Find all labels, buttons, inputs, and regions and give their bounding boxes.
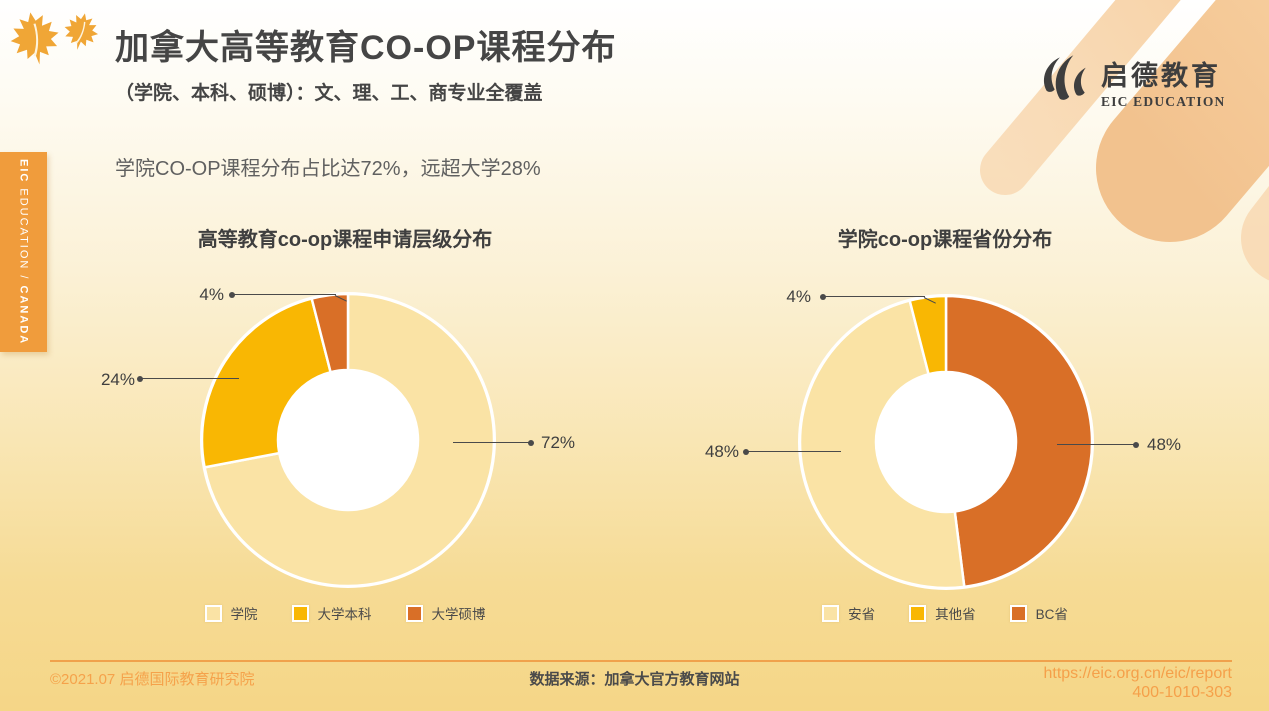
legend-item: BC省 xyxy=(1009,603,1068,623)
legend-label: BC省 xyxy=(1035,607,1068,622)
callout-dot xyxy=(1133,442,1139,448)
footer-phone: 400-1010-303 xyxy=(1132,684,1232,701)
donut-chart-level-distribution: 高等教育co-op课程申请层级分布 4% 24% 72% 学院 大学本科 大学硕… xyxy=(95,215,595,640)
header: 加拿大高等教育CO-OP课程分布 （学院、本科、硕博）：文、理、工、商专业全覆盖 xyxy=(115,20,616,105)
footer-data-source: 数据来源：加拿大官方教育网站 xyxy=(529,671,740,688)
legend-label: 学院 xyxy=(230,607,258,622)
chart-title: 高等教育co-op课程申请层级分布 xyxy=(197,229,493,251)
callout-dot xyxy=(743,449,749,455)
callout-line xyxy=(453,442,531,443)
legend-item: 学院 xyxy=(204,603,258,623)
legend-label: 大学本科 xyxy=(317,607,372,622)
side-tab-label: EIC EDUCATION / CANADA xyxy=(17,158,30,346)
maple-leaf-icon xyxy=(10,12,59,65)
brand-name: 启德教育 xyxy=(1101,61,1221,91)
callout-value: 4% xyxy=(786,287,811,306)
legend-swatch xyxy=(822,604,840,622)
page-title: 加拿大高等教育CO-OP课程分布 xyxy=(115,29,617,67)
page-subtitle: （学院、本科、硕博）：文、理、工、商专业全覆盖 xyxy=(115,83,543,104)
key-finding-text: 学院CO-OP课程分布占比达72%，远超大学28% xyxy=(115,158,541,180)
legend-item: 安省 xyxy=(822,603,875,623)
legend-item: 大学硕博 xyxy=(405,603,486,623)
chart-legend: 学院 大学本科 大学硕博 xyxy=(95,603,595,623)
chart-title: 学院co-op课程省份分布 xyxy=(837,229,1053,251)
callout-dot xyxy=(229,292,235,298)
decor-ribbon-wide xyxy=(1096,0,1269,242)
maple-leaf-icon xyxy=(64,13,99,50)
callout-line xyxy=(232,294,336,295)
brand-subname: EIC EDUCATION xyxy=(1101,94,1226,109)
eic-logo-icon xyxy=(1043,55,1086,100)
legend-swatch xyxy=(909,604,927,622)
brand-logo: 启德教育 EIC EDUCATION xyxy=(1035,48,1226,110)
chart-legend: 安省 其他省 BC省 xyxy=(695,603,1195,623)
legend-swatch xyxy=(1009,604,1027,622)
callout-dot xyxy=(137,376,143,382)
callout-value: 4% xyxy=(199,285,224,304)
legend-swatch xyxy=(291,604,309,622)
footer-contact: https://eic.org.cn/eic/report 400-1010-3… xyxy=(1043,664,1232,702)
legend-swatch xyxy=(405,604,423,622)
legend-swatch xyxy=(204,604,222,622)
callout-line xyxy=(1057,444,1136,445)
callout-value: 48% xyxy=(704,442,739,461)
donut-plot xyxy=(200,292,496,588)
callout-line xyxy=(140,378,239,379)
footer-url: https://eic.org.cn/eic/report xyxy=(1043,665,1232,682)
legend-item: 其他省 xyxy=(909,603,976,623)
footer-copyright: ©2021.07 启德国际教育研究院 xyxy=(50,671,255,688)
callout-line xyxy=(823,296,925,297)
decor-ribbon-thin xyxy=(980,0,1181,195)
brand-text: 启德教育 EIC EDUCATION xyxy=(1101,48,1226,110)
callout-value: 72% xyxy=(541,433,576,452)
donut-chart-province-distribution: 学院co-op课程省份分布 4% 48% 48% 安省 其他省 BC省 xyxy=(695,215,1195,640)
maple-leaves xyxy=(6,4,116,79)
legend-item: 大学本科 xyxy=(291,603,372,623)
legend-label: 安省 xyxy=(848,607,876,622)
legend-label: 大学硕博 xyxy=(431,607,486,622)
callout-value: 24% xyxy=(100,370,135,389)
callout-value: 48% xyxy=(1147,435,1182,454)
donut-plot xyxy=(798,294,1094,590)
decor-ribbons xyxy=(980,0,1269,280)
side-tab-eic-canada: EIC EDUCATION / CANADA xyxy=(0,152,47,352)
footer-divider xyxy=(50,660,1232,662)
callout-line xyxy=(746,451,841,452)
legend-label: 其他省 xyxy=(935,607,976,622)
callout-dot xyxy=(820,294,826,300)
callout-dot xyxy=(528,440,534,446)
